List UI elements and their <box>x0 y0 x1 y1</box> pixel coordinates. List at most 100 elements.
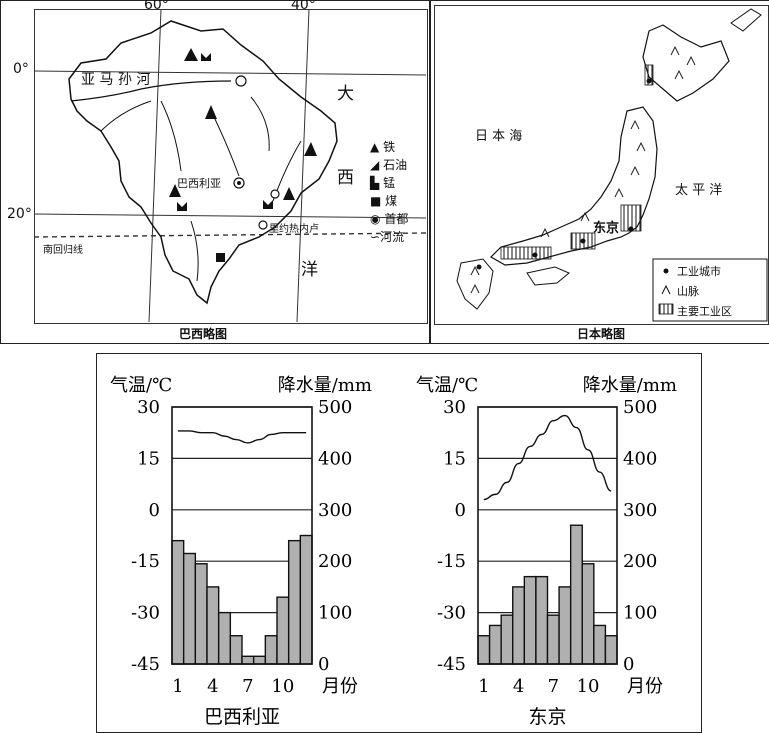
japan-map-panel: 日 本 海 太 平 洋 东京 工业城市 山脉 主要工业区 日本略图 <box>430 0 769 344</box>
chart-1-xaxis-title: 月份 <box>322 676 358 697</box>
chart-2-precip-tick-label: 200 <box>623 551 657 572</box>
lat-20-label: 20° <box>7 206 32 222</box>
chart-1-precip-bar <box>229 635 243 665</box>
sea-of-japan-label: 日 本 海 <box>475 129 523 144</box>
chart-2-city-title: 东京 <box>528 706 566 728</box>
chart-1-precip-tick-label: 0 <box>318 654 329 675</box>
chart-1-month-tick-label: 7 <box>242 676 253 697</box>
chart-1-temp-tick-label: -45 <box>131 654 160 675</box>
chart-1-temp-tick-label: 0 <box>149 500 160 521</box>
river-icon: ∽ <box>370 230 381 244</box>
brazil-map-caption: 巴西略图 <box>179 327 228 341</box>
chart-1-precip-bar <box>171 539 185 665</box>
chart-1-precip-tick-label: 100 <box>318 603 352 624</box>
chart-1-precip-bar <box>217 611 232 665</box>
brazil-map-panel: 60° 40° 0° 20° 亚 马 孙 河 大 西 洋 巴西利亚 里约热内卢 … <box>0 0 430 344</box>
chart-2-temp-tick-label: 0 <box>455 500 466 521</box>
chart-2-month-tick-label: 10 <box>577 676 600 697</box>
chart-2-precip-tick-label: 300 <box>623 500 657 521</box>
chart-1-temp-tick-label: -30 <box>131 603 160 624</box>
chart-2-month-tick-label: 7 <box>548 676 559 697</box>
chart-2-temp-tick-label: -15 <box>437 551 466 572</box>
japan-map-graphic <box>456 8 768 322</box>
legend-mountain: 山脉 <box>677 285 699 298</box>
chart-2-month-tick-label: 1 <box>478 676 489 697</box>
chart-2-precip-bar <box>569 524 583 665</box>
chart-1-month-tick-label: 4 <box>207 676 218 697</box>
japan-map-caption: 日本略图 <box>577 327 626 341</box>
brazil-legend: ▲ 铁 ◢ 石油 ▙ 锰 ■ 煤 ◉ 首都 ∽河流 <box>370 138 428 246</box>
chart-1-precip-bar <box>182 552 197 665</box>
legend-capital: ◉ 首都 <box>370 212 409 226</box>
legend-oil: ◢ 石油 <box>370 158 408 172</box>
chart-2-precip-bar <box>500 614 514 665</box>
brazil-map-frame <box>34 9 428 324</box>
chart-1-precip-axis-title: 降水量/mm <box>278 375 372 396</box>
chart-2-precip-axis-title: 降水量/mm <box>583 375 677 396</box>
chart-1-precip-bar <box>194 563 208 665</box>
chart-2-precip-tick-label: 500 <box>623 397 657 418</box>
climate-charts-panel <box>96 353 702 733</box>
chart-1-temp-tick-label: 30 <box>137 397 160 418</box>
coal-icon: ■ <box>370 194 382 208</box>
chart-1-precip-bar <box>241 655 255 665</box>
japan-legend: 工业城市 山脉 主要工业区 <box>677 263 732 323</box>
chart-1-precip-tick-label: 400 <box>318 448 352 469</box>
chart-2-precip-bar <box>581 563 595 665</box>
chart-2-precip-tick-label: 0 <box>623 654 634 675</box>
chart-1-precip-bar <box>276 596 290 665</box>
legend-iron: ▲ 铁 <box>370 140 396 154</box>
chart-2-precip-bar <box>477 635 491 665</box>
chart-1-temp-tick-label: 15 <box>137 448 160 469</box>
chart-2-precip-bar <box>546 614 560 665</box>
chart-1-precip-tick-label: 300 <box>318 500 352 521</box>
chart-2-precip-bar <box>488 624 502 665</box>
chart-1-city-title: 巴西利亚 <box>204 706 280 728</box>
chart-2-precip-tick-label: 400 <box>623 448 657 469</box>
legend-river: ∽河流 <box>370 230 405 244</box>
iron-icon: ▲ <box>370 140 380 154</box>
ocean-char-1: 大 <box>337 84 354 104</box>
chart-2-precip-tick-label: 100 <box>623 603 657 624</box>
capital-icon: ◉ <box>370 212 381 226</box>
chart-2-precip-bar <box>593 624 607 665</box>
ocean-char-2: 西 <box>337 168 354 188</box>
legend-manganese: ▙ 锰 <box>370 176 396 190</box>
chart-1-precip-bar <box>287 539 302 665</box>
chart-2-temp-line <box>483 414 612 501</box>
chart-1-month-tick-label: 10 <box>271 676 294 697</box>
chart-2-temp-tick-label: 30 <box>443 397 466 418</box>
chart-2-temp-axis-title: 气温/℃ <box>416 375 478 396</box>
oil-icon: ◢ <box>370 158 380 172</box>
chart-2-plot-frame <box>477 406 618 665</box>
chart-2-precip-bar <box>523 575 537 665</box>
legend-industrial-zone: 主要工业区 <box>677 305 732 318</box>
chart-1-precip-bar <box>206 586 220 665</box>
chart-2-precip-bar <box>535 575 549 665</box>
lon-40-label: 40° <box>291 0 316 13</box>
chart-1-precip-bar <box>299 534 313 665</box>
amazon-river-label: 亚 马 孙 河 <box>81 72 151 88</box>
chart-1-temp-line <box>177 430 307 444</box>
chart-1-plot-frame <box>171 406 313 665</box>
chart-2-precip-bar <box>558 586 572 665</box>
rio-label: 里约热内卢 <box>269 224 319 235</box>
pacific-ocean-label: 太 平 洋 <box>675 183 723 198</box>
legend-industrial-city: 工业城市 <box>677 265 721 278</box>
lon-60-label: 60° <box>144 0 169 13</box>
chart-1-precip-bar <box>264 635 278 665</box>
chart-2-month-tick-label: 4 <box>513 676 524 697</box>
chart-1-precip-tick-label: 500 <box>318 397 352 418</box>
lat-0-label: 0° <box>13 61 29 77</box>
chart-2-temp-tick-label: -30 <box>437 603 466 624</box>
chart-1-precip-bar <box>252 655 267 665</box>
tropic-label: 南回归线 <box>43 245 83 256</box>
chart-2-precip-bar <box>604 635 618 665</box>
chart-2-xaxis-title: 月份 <box>627 676 663 697</box>
chart-2-precip-bar <box>512 586 526 665</box>
chart-1-temp-tick-label: -15 <box>131 551 160 572</box>
ocean-char-3: 洋 <box>301 260 318 280</box>
manganese-icon: ▙ <box>370 176 380 190</box>
tokyo-label: 东京 <box>593 221 620 236</box>
